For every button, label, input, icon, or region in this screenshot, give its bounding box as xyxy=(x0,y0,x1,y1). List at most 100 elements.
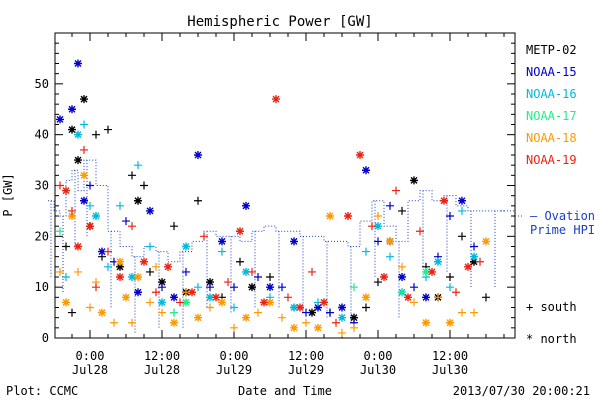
data-point-south xyxy=(68,308,76,317)
data-point-south xyxy=(230,283,238,292)
data-point-south xyxy=(158,308,166,317)
data-point-north xyxy=(188,288,196,297)
data-point-south xyxy=(416,227,424,236)
data-point-north xyxy=(122,293,130,302)
x-tick-label-date: Jul28 xyxy=(72,363,108,377)
legend-item: NOAA-18 xyxy=(526,131,577,145)
data-point-north xyxy=(134,288,142,297)
data-point-north xyxy=(260,298,268,307)
legend-item: METP-02 xyxy=(526,43,577,57)
data-point-north xyxy=(428,267,436,276)
data-point-south xyxy=(86,201,94,210)
data-point-south xyxy=(116,201,124,210)
data-point-south xyxy=(434,293,442,302)
x-tick-label-time: 12:00 xyxy=(144,349,180,363)
x-tick-label-time: 0:00 xyxy=(76,349,105,363)
data-point-north xyxy=(242,267,250,276)
data-point-south xyxy=(254,273,262,281)
data-point-south xyxy=(368,222,376,231)
data-point-north xyxy=(74,242,82,251)
data-point-north xyxy=(140,257,148,266)
data-point-south xyxy=(374,237,382,246)
x-tick-label-time: 12:00 xyxy=(288,349,324,363)
data-point-south xyxy=(374,212,382,220)
data-point-south xyxy=(194,196,202,205)
ovation-step-path xyxy=(48,159,504,263)
data-point-north xyxy=(116,257,124,266)
data-point-south xyxy=(128,318,136,327)
data-point-south xyxy=(194,283,202,292)
data-point-south xyxy=(278,283,286,292)
north-legend-label: * north xyxy=(526,332,577,346)
data-point-north xyxy=(158,278,166,287)
data-point-north xyxy=(272,95,280,104)
data-point-north xyxy=(134,196,142,205)
chart-title: Hemispheric Power [GW] xyxy=(187,14,372,30)
data-point-south xyxy=(170,308,178,317)
data-point-south xyxy=(152,262,160,271)
data-point-north xyxy=(218,298,226,307)
data-point-south xyxy=(104,247,112,256)
data-point-north xyxy=(116,262,124,271)
data-point-south xyxy=(350,323,358,332)
data-point-south xyxy=(56,267,64,276)
x-tick-label-date: Jul29 xyxy=(216,363,252,377)
data-point-north xyxy=(314,303,322,312)
data-point-south xyxy=(128,222,136,231)
data-point-south xyxy=(236,257,244,266)
legend-item: NOAA-19 xyxy=(526,153,577,167)
data-point-north xyxy=(146,206,154,215)
x-tick-label-time: 0:00 xyxy=(220,349,249,363)
data-point-south xyxy=(446,212,454,220)
data-point-north xyxy=(356,151,364,159)
data-point-north xyxy=(80,196,88,205)
data-point-south xyxy=(56,227,64,236)
data-point-north xyxy=(266,283,274,292)
data-point-south xyxy=(146,298,154,307)
data-point-north xyxy=(218,237,226,246)
data-point-north xyxy=(362,166,370,175)
data-point-south xyxy=(230,303,238,312)
data-point-south xyxy=(62,273,70,281)
data-point-north xyxy=(206,278,214,287)
data-point-south xyxy=(206,283,214,292)
plot-frame xyxy=(54,32,516,339)
data-point-south xyxy=(338,328,346,337)
data-point-south xyxy=(386,252,394,261)
data-point-north xyxy=(170,293,178,302)
data-point-south xyxy=(470,242,478,251)
data-point-north xyxy=(56,115,64,124)
data-point-north xyxy=(290,323,298,332)
data-point-south xyxy=(278,313,286,322)
data-point-north xyxy=(386,237,394,246)
data-point-north xyxy=(350,313,358,322)
data-point-south xyxy=(482,293,490,302)
data-point-south xyxy=(80,145,88,154)
data-point-north xyxy=(434,257,442,266)
data-point-south xyxy=(206,303,214,312)
data-point-north xyxy=(62,186,70,195)
data-point-north xyxy=(128,273,136,281)
south-legend-label: + south xyxy=(526,300,577,314)
data-point-south xyxy=(170,222,178,231)
data-point-north xyxy=(398,273,406,281)
data-point-north xyxy=(74,59,82,68)
data-point-north xyxy=(80,171,88,180)
data-point-south xyxy=(362,303,370,312)
data-point-south xyxy=(140,181,148,190)
data-point-north xyxy=(74,130,82,139)
data-point-south xyxy=(302,308,310,317)
data-point-north xyxy=(482,237,490,246)
x-axis-label: Date and Time xyxy=(238,384,332,398)
data-point-south xyxy=(374,278,382,287)
data-point-north xyxy=(182,242,190,251)
data-point-north xyxy=(92,212,100,220)
data-point-north xyxy=(422,293,430,302)
data-point-north xyxy=(296,303,304,312)
x-tick-label-date: Jul28 xyxy=(144,363,180,377)
timestamp: 2013/07/30 20:00:21 xyxy=(453,384,590,398)
data-point-south xyxy=(122,217,130,226)
data-point-north xyxy=(248,283,256,292)
data-point-south xyxy=(350,283,358,292)
